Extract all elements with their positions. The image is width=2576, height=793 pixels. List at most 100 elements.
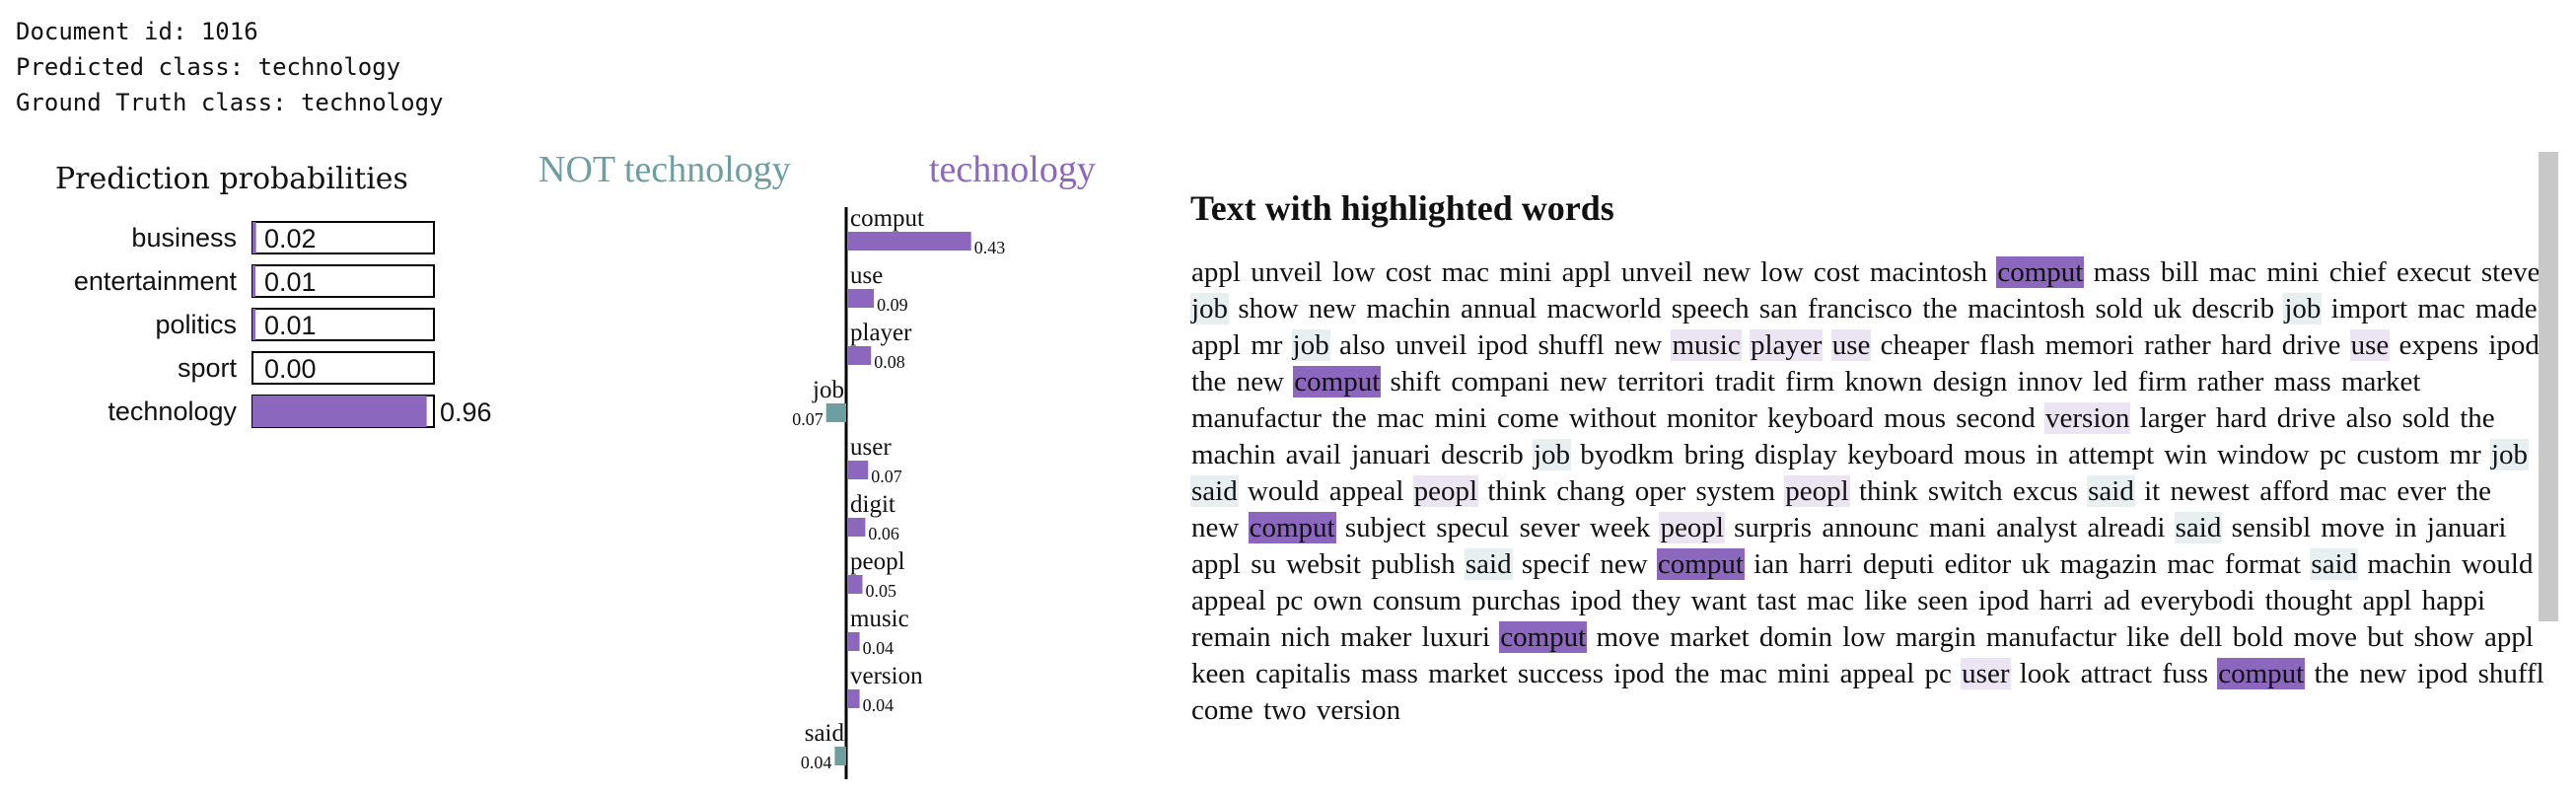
text-word: ipod — [2416, 658, 2469, 689]
text-word: consum — [1372, 585, 1462, 616]
text-word: switch — [1927, 475, 2003, 507]
text-word: hard — [2221, 329, 2272, 361]
predicted-class-text: Predicted class: technology — [16, 53, 401, 81]
feature-bar — [825, 403, 846, 422]
text-word: new — [2359, 658, 2407, 689]
text-word: harri — [2039, 585, 2094, 616]
text-word: mani — [1928, 512, 1986, 543]
text-word: shuffl — [2477, 658, 2544, 689]
text-word: ipod — [1613, 658, 1665, 689]
text-word: design — [1932, 366, 2008, 397]
text-word: mac — [2167, 548, 2215, 580]
text-word: market — [1670, 621, 1750, 653]
text-word: new — [1559, 366, 1608, 397]
text-word: appl — [1191, 548, 1241, 580]
text-word: seen — [1917, 585, 1968, 616]
prob-value-label: 0.96 — [440, 397, 492, 427]
text-word: led — [2092, 366, 2128, 397]
highlighted-word: player — [1750, 329, 1824, 361]
feature-name-label: said — [805, 720, 845, 747]
text-word: bring — [1683, 439, 1745, 470]
text-word: new — [1613, 329, 1663, 361]
text-word: keyboard — [1847, 439, 1955, 470]
text-word: fuss — [2162, 658, 2208, 689]
text-word: show — [2413, 621, 2474, 653]
text-word: purchas — [1471, 585, 1561, 616]
text-word: thought — [2264, 585, 2353, 616]
text-word: think — [1487, 475, 1546, 507]
text-panel-scrollbar[interactable] — [2539, 152, 2558, 621]
text-word: attempt — [2068, 439, 2155, 470]
text-word: mous — [1884, 402, 1946, 434]
text-word: unveil — [1251, 256, 1323, 288]
text-word: machin — [1366, 293, 1451, 324]
text-word: byodkm — [1580, 439, 1675, 470]
text-word: annual — [1460, 293, 1538, 324]
feature-name-label: digit — [850, 491, 895, 518]
text-word: announc — [1822, 512, 1919, 543]
text-word: come — [1191, 694, 1253, 726]
text-word: alreadi — [2087, 512, 2166, 543]
text-word: ipod — [2488, 329, 2540, 361]
text-word: pc — [1924, 658, 1952, 689]
highlighted-word: use — [1830, 329, 1872, 361]
text-word: mac — [1376, 402, 1425, 434]
text-word: avail — [1285, 439, 1341, 470]
text-word: appl — [2362, 585, 2412, 616]
text-word: new — [1236, 366, 1285, 397]
text-word: macintosh — [1968, 293, 2086, 324]
text-word: think — [1858, 475, 1918, 507]
text-word: chief — [2328, 256, 2387, 288]
text-word: the — [2456, 475, 2491, 507]
feature-name-label: version — [850, 663, 923, 689]
text-word: cost — [1385, 256, 1432, 288]
text-word: steve — [2480, 256, 2540, 288]
text-word: ad — [2103, 585, 2131, 616]
highlighted-word: said — [2310, 548, 2359, 580]
text-word: come — [1496, 402, 1559, 434]
text-word: describ — [2191, 293, 2275, 324]
text-word: manufactur — [1985, 621, 2116, 653]
text-word: mac — [1719, 658, 1767, 689]
highlighted-word: said — [1190, 475, 1239, 507]
text-word: mini — [1434, 402, 1487, 434]
document-id-text: Document id: 1016 — [16, 18, 258, 45]
text-word: mass — [2273, 366, 2331, 397]
text-word: tradit — [1714, 366, 1776, 397]
text-word: flash — [1979, 329, 2036, 361]
text-word: keyboard — [1767, 402, 1874, 434]
feature-bar — [848, 518, 866, 537]
text-word: appeal — [1191, 585, 1266, 616]
highlighted-word: job — [2489, 439, 2530, 470]
feature-bar — [848, 232, 971, 251]
text-word: specul — [1436, 512, 1510, 543]
prob-category-label: sport — [178, 353, 238, 383]
text-word: newest — [2170, 475, 2250, 507]
text-word: margin — [1896, 621, 1976, 653]
text-word: territori — [1617, 366, 1705, 397]
text-word: subject — [1344, 512, 1426, 543]
text-word: mous — [1964, 439, 2027, 470]
text-word: mass — [2093, 256, 2151, 288]
highlighted-word: job — [2283, 293, 2323, 324]
text-word: the — [1331, 402, 1367, 434]
text-word: market — [1428, 658, 1508, 689]
text-word: pc — [1275, 585, 1304, 616]
text-word: mini — [1777, 658, 1830, 689]
text-word: move — [2293, 621, 2357, 653]
text-word: without — [1569, 402, 1657, 434]
text-word: machin — [2367, 548, 2452, 580]
prob-bar — [252, 309, 255, 340]
text-word: success — [1517, 658, 1604, 689]
text-word: they — [1631, 585, 1682, 616]
text-word: innov — [2017, 366, 2083, 397]
text-word: drive — [2276, 402, 2336, 434]
text-word: ipod — [1570, 585, 1622, 616]
text-word: the — [2460, 402, 2495, 434]
prob-value-label: 0.00 — [264, 354, 317, 384]
highlighted-word: peopl — [1659, 512, 1725, 543]
text-word: bold — [2232, 621, 2284, 653]
highlighted-word: version — [2044, 402, 2131, 434]
text-word: manufactur — [1191, 402, 1323, 434]
text-word: firm — [1785, 366, 1835, 397]
